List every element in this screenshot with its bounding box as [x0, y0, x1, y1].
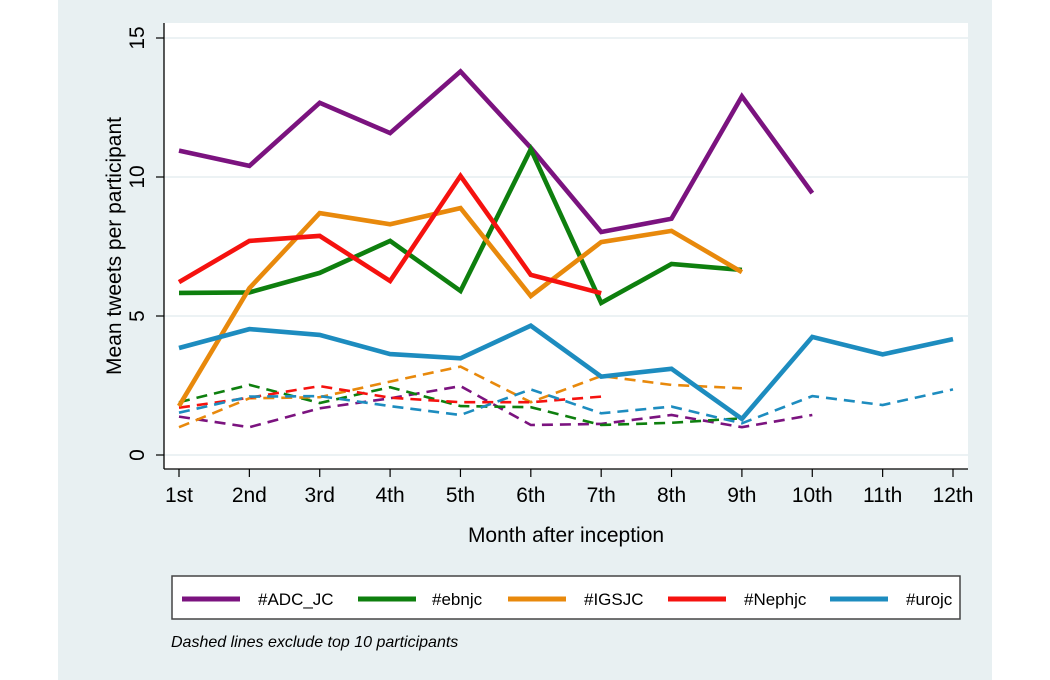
series-line-ebnjc [178, 143, 743, 307]
y-tick-label: 15 [126, 26, 149, 49]
y-tick-label: 0 [126, 449, 149, 461]
series-line-nephjc [177, 171, 602, 296]
x-tick-label: 1st [165, 484, 193, 507]
x-tick-label: 9th [727, 484, 756, 507]
x-tick-label: 2nd [232, 484, 267, 507]
legend-label: #urojc [906, 590, 953, 609]
plot-area [164, 23, 968, 469]
legend: #ADC_JC #ebnjc #IGSJC #Nephjc #urojc [171, 575, 961, 620]
series-line-urojc [178, 323, 954, 422]
series-line-urojc-excl-top-10 [178, 388, 954, 425]
x-tick-label: 10th [792, 484, 833, 507]
x-tick-label: 6th [516, 484, 545, 507]
x-tick-label: 3rd [305, 484, 335, 507]
x-tick-label: 11th [863, 484, 902, 507]
legend-label: #ebnjc [432, 590, 483, 609]
x-tick-label: 7th [587, 484, 616, 507]
y-axis-title: Mean tweets per participant [103, 117, 126, 375]
chart-note: Dashed lines exclude top 10 participants [171, 634, 458, 651]
gridlines [164, 37, 968, 456]
axes: 0 5 10 15 1st 2nd 3rd 4th 5th 6th 7th 8th 9th 10th 11t… [126, 23, 973, 507]
series-line-igsjc [177, 205, 744, 408]
x-tick-label: 12th [933, 484, 974, 507]
legend-label: #IGSJC [584, 590, 644, 609]
y-tick-label: 5 [126, 310, 149, 322]
series-line-adc-jc [178, 68, 815, 235]
x-tick-label: 4th [375, 484, 404, 507]
x-tick-label: 5th [446, 484, 475, 507]
x-tick-label: 8th [657, 484, 686, 507]
legend-label: #ADC_JC [258, 590, 334, 609]
y-tick-label: 10 [126, 165, 149, 188]
series-layer [177, 68, 954, 429]
x-axis-title: Month after inception [468, 524, 664, 547]
series-line-igsjc-excl-top-10 [178, 365, 742, 429]
series-line-ebnjc-excl-top-10 [178, 383, 742, 427]
legend-label: #Nephjc [744, 590, 807, 609]
